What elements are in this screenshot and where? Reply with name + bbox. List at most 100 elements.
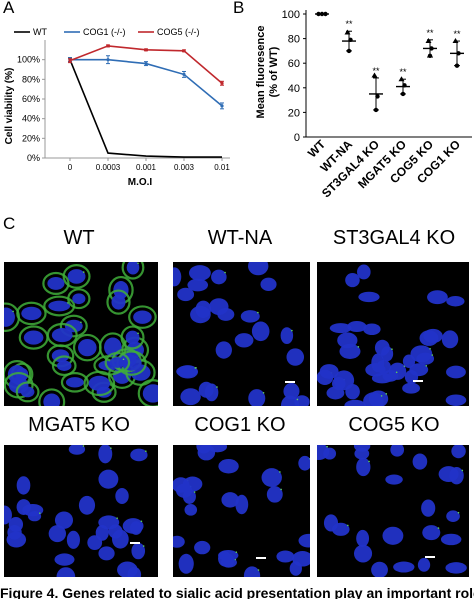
cell-nucleus	[23, 330, 44, 345]
data-point	[182, 49, 186, 53]
cell-nucleus	[177, 287, 195, 302]
puncta	[235, 551, 238, 553]
puncta	[257, 311, 259, 314]
cell-nucleus	[248, 389, 266, 406]
cell-nucleus	[234, 333, 254, 348]
cell-nucleus	[88, 375, 111, 391]
scale-bar	[413, 380, 423, 382]
puncta	[262, 391, 265, 394]
cell-nucleus	[130, 448, 148, 462]
cell-nucleus	[43, 393, 61, 406]
cell-membrane-stain	[38, 388, 66, 406]
data-point	[144, 62, 148, 66]
cell-nucleus	[371, 561, 388, 577]
cell-nucleus	[376, 359, 391, 374]
y-tick-label: 100	[282, 9, 300, 21]
cell-nucleus	[68, 445, 86, 455]
data-point	[427, 53, 433, 59]
cell-nucleus	[283, 382, 300, 400]
data-point	[348, 37, 353, 43]
cell-nucleus	[363, 323, 381, 336]
cell-nucleus	[54, 553, 75, 566]
puncta	[140, 520, 143, 523]
cell-nucleus	[329, 323, 352, 334]
puncta	[326, 445, 328, 448]
cell-nucleus	[7, 525, 22, 540]
cell-nucleus	[240, 310, 260, 323]
puncta	[395, 371, 398, 374]
panel-label-c: C	[3, 214, 16, 233]
legend-label: COG1 (-/-)	[83, 27, 126, 37]
cell-membrane-stain	[106, 289, 131, 315]
data-point	[373, 107, 379, 113]
cell-nucleus	[178, 553, 194, 574]
data-point	[182, 72, 186, 77]
puncta	[137, 262, 139, 265]
cell-nucleus	[356, 529, 370, 547]
cell-membrane-stain	[15, 381, 40, 403]
puncta	[216, 386, 218, 388]
cell-nucleus	[98, 546, 115, 561]
micrograph-cog1-ko	[173, 445, 310, 577]
puncta	[431, 354, 434, 356]
y-tick-label: 60%	[22, 94, 40, 104]
micrograph-wt-na	[173, 262, 310, 406]
puncta	[279, 471, 281, 473]
cell-nucleus	[176, 365, 198, 378]
cell-nucleus	[390, 445, 405, 457]
puncta	[457, 511, 460, 514]
data-point	[398, 76, 405, 82]
cell-nucleus	[323, 447, 337, 460]
puncta	[224, 271, 226, 274]
cell-nucleus	[251, 321, 270, 342]
cell-nucleus	[445, 394, 467, 406]
cell-nucleus	[112, 529, 129, 549]
cell-nucleus	[117, 561, 138, 577]
cell-nucleus	[266, 486, 283, 503]
micrograph-cog5-ko	[317, 445, 469, 577]
puncta	[145, 450, 147, 452]
puncta	[437, 527, 440, 529]
cell-nucleus	[133, 310, 152, 324]
data-point	[375, 94, 380, 99]
y-axis-label: Mean fluoresence	[255, 26, 267, 119]
cell-nucleus	[421, 499, 436, 517]
micrograph-mgat5-ko	[4, 445, 158, 577]
cell-nucleus	[194, 540, 211, 555]
legend-label: WT	[33, 27, 47, 37]
puncta	[116, 517, 118, 520]
cell-nucleus	[427, 290, 448, 305]
cell-nucleus	[217, 307, 235, 321]
cell-membrane-stain	[120, 325, 145, 350]
cell-nucleus	[78, 495, 96, 515]
y-tick-label: 0	[294, 132, 300, 144]
puncta	[429, 347, 431, 350]
cell-nucleus	[131, 542, 146, 560]
significance-label: **	[345, 19, 353, 29]
cell-nucleus	[344, 399, 366, 406]
cell-membrane-stain	[137, 379, 158, 406]
data-point	[402, 83, 407, 88]
cell-nucleus	[417, 557, 431, 572]
viability-line-chart: Cell viability (%) M.O.I 0% 20% 40% 60% 80% 1…	[4, 27, 230, 188]
cell-nucleus	[187, 278, 209, 292]
puncta	[461, 469, 464, 472]
cell-nucleus	[357, 264, 371, 280]
data-point	[323, 11, 328, 17]
cell-nucleus	[111, 294, 126, 310]
cell-nucleus	[56, 567, 76, 577]
data-point	[456, 51, 461, 56]
y-tick-label: 20	[288, 107, 300, 119]
cell-nucleus	[72, 293, 86, 305]
cell-nucleus	[243, 566, 261, 577]
cell-membrane-stain	[128, 305, 157, 329]
data-point	[400, 91, 406, 97]
scale-bar	[256, 557, 266, 559]
puncta	[80, 321, 82, 324]
puncta	[425, 364, 428, 367]
cell-nucleus	[276, 550, 295, 563]
cell-nucleus	[374, 339, 390, 356]
cell-nucleus	[248, 262, 269, 276]
y-tick-label: 40	[288, 83, 300, 95]
cell-membrane-stain	[4, 302, 21, 332]
